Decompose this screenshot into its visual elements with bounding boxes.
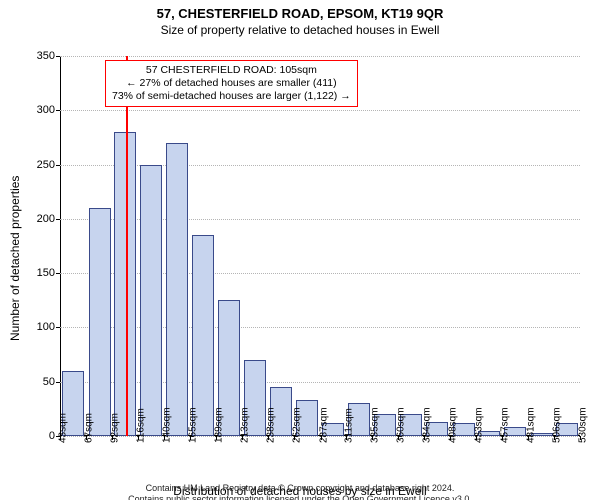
- x-tick-label: 238sqm: [266, 407, 277, 443]
- x-tick-label: 287sqm: [318, 407, 329, 443]
- histogram-bar: [166, 143, 188, 436]
- y-tick-mark: [56, 327, 60, 328]
- y-tick-label: 200: [25, 213, 55, 225]
- annotation-line: 57 CHESTERFIELD ROAD: 105sqm: [112, 64, 351, 77]
- y-tick-label: 350: [25, 50, 55, 62]
- y-tick-mark: [56, 165, 60, 166]
- x-tick-label: 384sqm: [422, 407, 433, 443]
- y-tick-mark: [56, 382, 60, 383]
- grid-line: [60, 110, 580, 111]
- x-tick-label: 262sqm: [291, 407, 302, 443]
- x-tick-label: 116sqm: [135, 408, 146, 443]
- x-tick-label: 92sqm: [110, 413, 121, 443]
- annotation-line: 73% of semi-detached houses are larger (…: [112, 90, 351, 103]
- footer-line-2: Contains public sector information licen…: [0, 494, 600, 500]
- plot-area: 05010015020025030035043sqm67sqm92sqm116s…: [60, 56, 580, 436]
- y-tick-mark: [56, 110, 60, 111]
- y-tick-mark: [56, 219, 60, 220]
- histogram-bar: [192, 235, 214, 436]
- y-tick-label: 250: [25, 159, 55, 171]
- y-tick-mark: [56, 273, 60, 274]
- grid-line: [60, 327, 580, 328]
- marker-line: [126, 56, 128, 436]
- x-tick-label: 335sqm: [369, 407, 380, 443]
- histogram-bar: [114, 132, 136, 436]
- x-tick-label: 360sqm: [396, 407, 407, 443]
- histogram-bar: [89, 208, 111, 436]
- x-tick-label: 189sqm: [213, 407, 224, 443]
- annotation-line: ← 27% of detached houses are smaller (41…: [112, 77, 351, 90]
- grid-line: [60, 219, 580, 220]
- x-tick-label: 140sqm: [161, 407, 172, 443]
- footer-line-1: Contains HM Land Registry data © Crown c…: [0, 483, 600, 493]
- x-tick-label: 481sqm: [525, 407, 536, 443]
- y-axis-label: Number of detached properties: [8, 176, 22, 341]
- y-tick-label: 150: [25, 267, 55, 279]
- x-tick-label: 311sqm: [344, 408, 355, 443]
- chart-footer: Contains HM Land Registry data © Crown c…: [0, 483, 600, 500]
- x-tick-label: 43sqm: [58, 413, 69, 443]
- y-tick-label: 50: [25, 376, 55, 388]
- x-tick-label: 457sqm: [500, 407, 511, 443]
- grid-line: [60, 56, 580, 57]
- annotation-box: 57 CHESTERFIELD ROAD: 105sqm← 27% of det…: [105, 60, 358, 107]
- y-tick-label: 100: [25, 321, 55, 333]
- x-tick-label: 67sqm: [83, 413, 94, 443]
- x-tick-label: 408sqm: [447, 407, 458, 443]
- x-tick-label: 433sqm: [474, 407, 485, 443]
- histogram-bar: [140, 165, 162, 436]
- y-tick-mark: [56, 56, 60, 57]
- x-tick-label: 506sqm: [552, 407, 563, 443]
- y-tick-label: 0: [25, 430, 55, 442]
- x-tick-label: 165sqm: [188, 407, 199, 443]
- grid-line: [60, 273, 580, 274]
- chart-title: 57, CHESTERFIELD ROAD, EPSOM, KT19 9QR: [0, 6, 600, 21]
- chart-container: 57, CHESTERFIELD ROAD, EPSOM, KT19 9QR S…: [0, 6, 600, 500]
- x-tick-label: 213sqm: [239, 407, 250, 443]
- x-tick-label: 530sqm: [578, 407, 589, 443]
- y-tick-label: 300: [25, 104, 55, 116]
- chart-subtitle: Size of property relative to detached ho…: [0, 23, 600, 37]
- grid-line: [60, 382, 580, 383]
- grid-line: [60, 165, 580, 166]
